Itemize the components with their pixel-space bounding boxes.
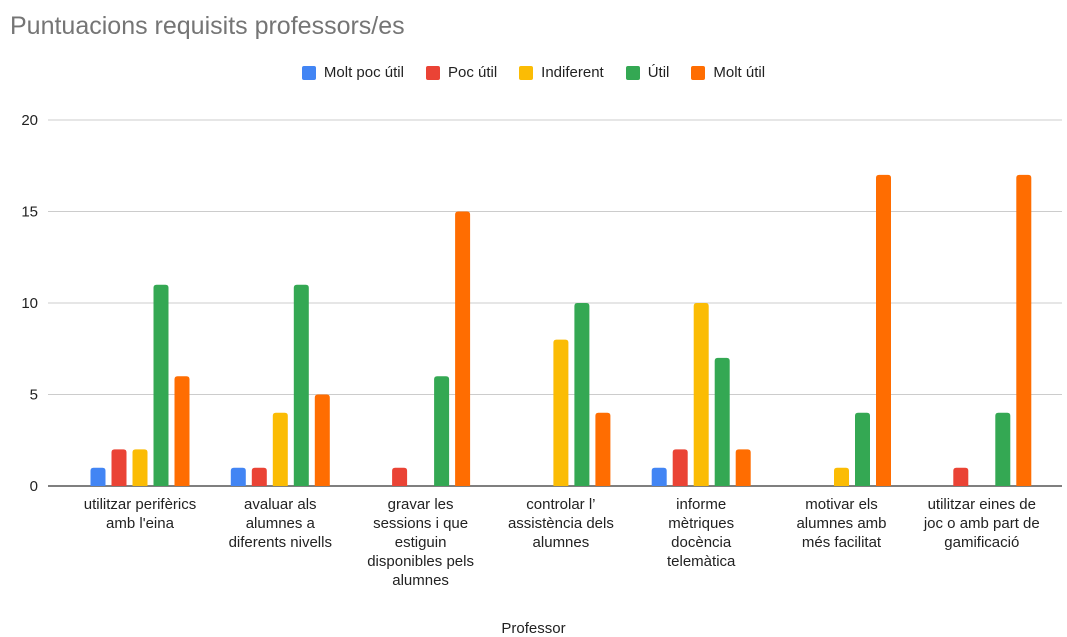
x-axis-title: Professor <box>501 620 566 637</box>
y-tick-label: 0 <box>30 478 38 495</box>
bar <box>174 376 190 486</box>
bar <box>1016 174 1032 486</box>
legend-label: Útil <box>647 64 670 81</box>
x-axis-ticks: utilitzar perifèrics amb l'eina avaluar al… <box>84 496 1040 589</box>
legend-label: Indiferent <box>541 64 604 81</box>
legend-item-molt-util: Molt útil <box>691 64 765 81</box>
bar <box>90 467 106 486</box>
bar <box>153 284 169 486</box>
legend-swatch <box>425 65 440 80</box>
bar <box>834 467 849 486</box>
y-tick-label: 15 <box>21 204 38 221</box>
y-tick-label: 5 <box>30 387 38 404</box>
legend-item-poc-util: Poc útil <box>425 64 498 81</box>
bar <box>230 467 246 486</box>
legend: Molt poc útil Poc útil Indiferent Útil M… <box>0 64 1067 81</box>
x-tick-label: utilitzar perifèrics amb l'eina <box>84 496 197 532</box>
x-tick-label: utilitzar eines de joc o amb part de gamif… <box>923 496 1040 551</box>
bar <box>434 376 450 486</box>
legend-item-molt-poc-util: Molt poc útil <box>301 64 404 81</box>
bar <box>111 449 127 486</box>
x-tick-label: informe mètriques docència telemàtica <box>667 496 736 570</box>
bar <box>574 303 590 486</box>
bar <box>251 467 267 486</box>
x-tick-label: avaluar als alumnes a diferents nivells <box>229 496 332 551</box>
legend-label: Molt útil <box>713 64 766 81</box>
bar <box>314 394 330 486</box>
bar <box>132 449 148 486</box>
chart-title: Puntuacions requisits professors/es <box>10 12 405 40</box>
legend-label: Poc útil <box>447 64 498 81</box>
bar <box>293 284 309 486</box>
bar <box>272 412 288 486</box>
x-tick-label: gravar les sessions i que estiguin disponib… <box>367 496 474 589</box>
bar <box>455 211 471 486</box>
bar <box>714 357 730 486</box>
y-tick-label: 10 <box>21 295 38 312</box>
x-tick-label: motivar els alumnes amb més facilitat <box>796 496 886 551</box>
bar <box>953 467 969 486</box>
legend-item-util: Útil <box>625 64 670 81</box>
bar <box>392 467 408 486</box>
legend-swatch <box>625 65 640 80</box>
bar <box>735 449 751 486</box>
y-tick-label: 20 <box>21 112 38 129</box>
legend-swatch <box>691 65 706 80</box>
bar <box>651 467 667 486</box>
legend-item-indiferent: Indiferent <box>519 64 604 81</box>
bars <box>90 174 1032 486</box>
bar <box>855 412 870 486</box>
bar <box>995 412 1011 486</box>
bar <box>876 174 891 486</box>
bar <box>553 339 569 486</box>
legend-label: Molt poc útil <box>323 64 404 81</box>
bar <box>672 449 688 486</box>
bar <box>595 412 611 486</box>
y-axis-ticks: 0 5 10 15 20 <box>21 112 38 495</box>
legend-swatch <box>519 65 534 80</box>
x-tick-label: controlar l’ assistència dels alumnes <box>508 496 614 551</box>
bar <box>693 303 709 486</box>
legend-swatch <box>301 65 316 80</box>
